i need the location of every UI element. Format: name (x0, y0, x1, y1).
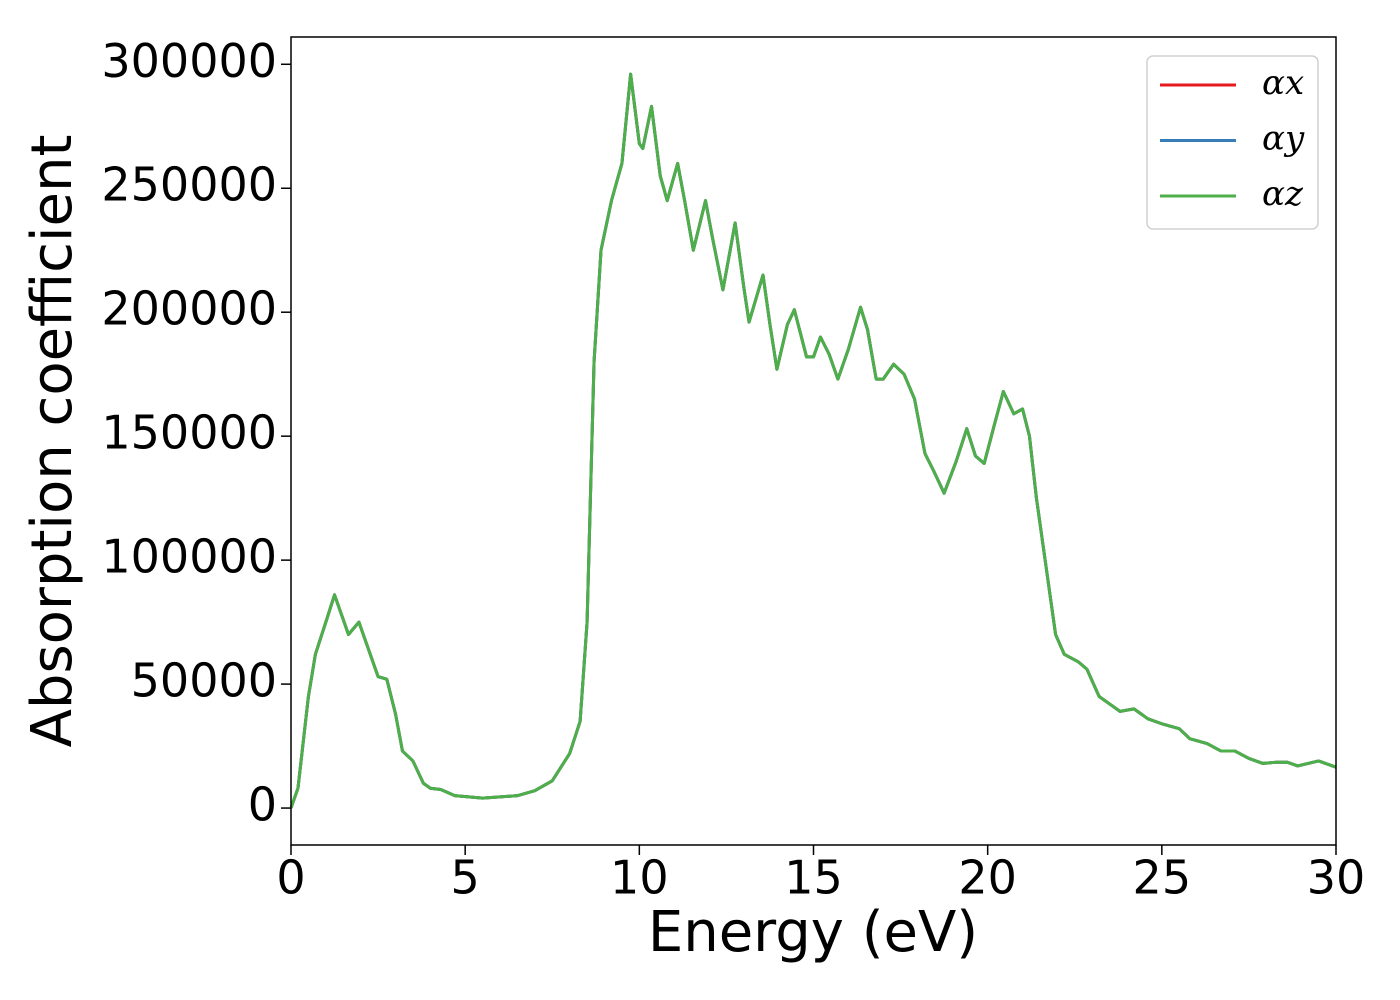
plot-frame (290, 36, 1337, 846)
y-tick-label: 50000 (131, 654, 277, 708)
y-tick-label: 200000 (101, 282, 277, 336)
legend-label: αx (1262, 63, 1304, 103)
x-tick-label: 0 (276, 851, 305, 905)
legend-box (1146, 55, 1319, 230)
y-tick-label: 100000 (101, 530, 277, 584)
x-tick-label: 15 (784, 851, 843, 905)
y-tick-label: 0 (248, 778, 277, 832)
series-line (289, 72, 1337, 809)
x-tick-label: 10 (610, 851, 669, 905)
y-tick-label: 300000 (101, 34, 277, 88)
x-tick-label: 25 (1133, 851, 1192, 905)
y-axis-label: Absorption coefficient (20, 135, 85, 748)
x-tick-label: 30 (1307, 851, 1366, 905)
y-tick-label: 150000 (101, 406, 277, 460)
legend-label: αy (1262, 119, 1305, 159)
legend-label: αz (1262, 174, 1304, 214)
y-tick-label: 250000 (101, 158, 277, 212)
x-tick-label: 5 (451, 851, 480, 905)
x-axis-label: Energy (eV) (648, 900, 978, 965)
x-tick-label: 20 (958, 851, 1017, 905)
